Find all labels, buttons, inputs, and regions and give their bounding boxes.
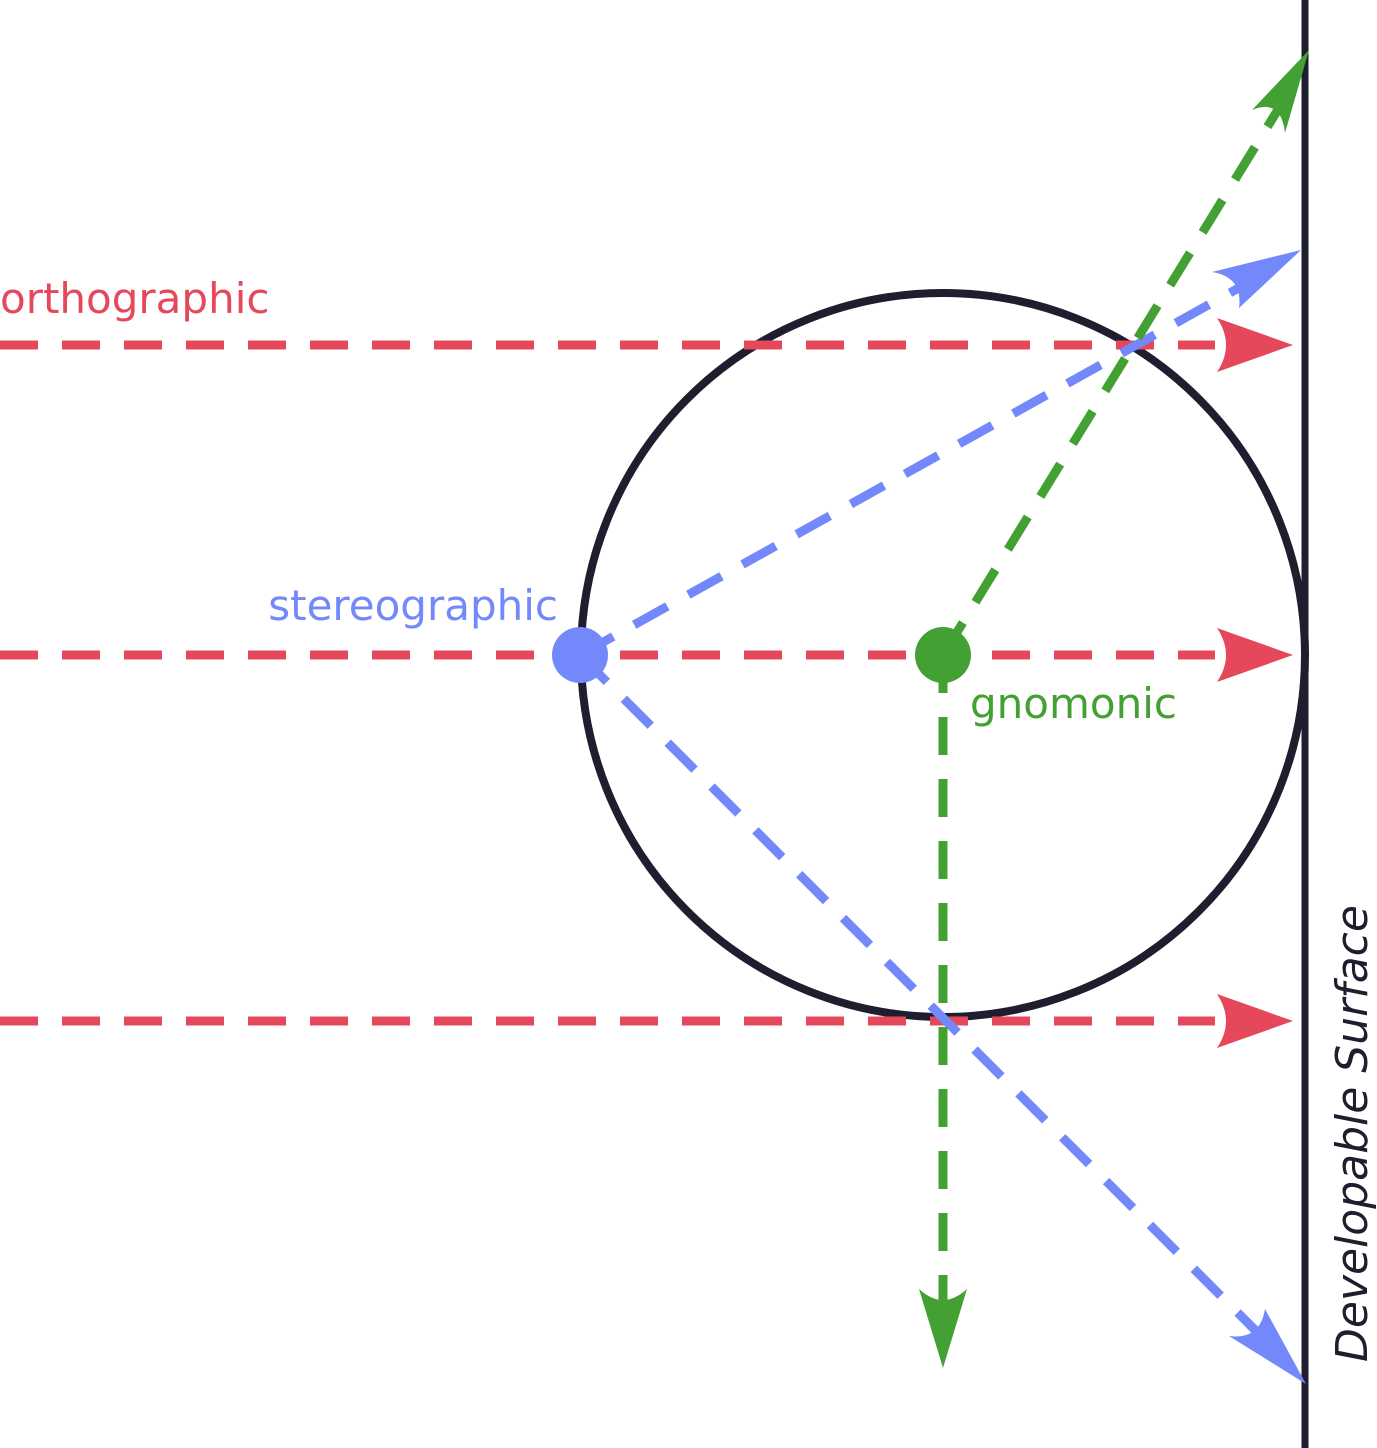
- stereographic-ray-upper: [577, 271, 1265, 659]
- gnomonic-rays: [938, 87, 1294, 1320]
- stereographic-point: [552, 627, 608, 683]
- stereographic-rays: [576, 271, 1274, 1349]
- arrowhead-icon: [1217, 628, 1293, 682]
- stereographic-label: stereographic: [268, 581, 558, 630]
- orthographic-rays: [0, 340, 1215, 1026]
- arrowhead-icon: [1252, 50, 1309, 133]
- gnomonic-ray-upper: [939, 87, 1294, 658]
- gnomonic-arrowheads: [919, 50, 1309, 1368]
- stereographic-arrowheads: [1212, 250, 1306, 1384]
- developable-surface-label: Developable Surface: [1327, 905, 1377, 1362]
- orthographic-label: orthographic: [0, 274, 269, 323]
- orthographic-arrowheads: [1217, 318, 1293, 1048]
- arrowhead-icon: [1217, 994, 1293, 1048]
- arrowhead-icon: [1212, 250, 1301, 308]
- gnomonic-label: gnomonic: [970, 679, 1177, 728]
- arrowhead-icon: [1229, 1309, 1306, 1384]
- stereographic-ray-lower: [576, 651, 1274, 1349]
- arrowhead-icon: [1217, 318, 1293, 372]
- gnomonic-point: [915, 627, 971, 683]
- arrowhead-icon: [919, 1289, 967, 1368]
